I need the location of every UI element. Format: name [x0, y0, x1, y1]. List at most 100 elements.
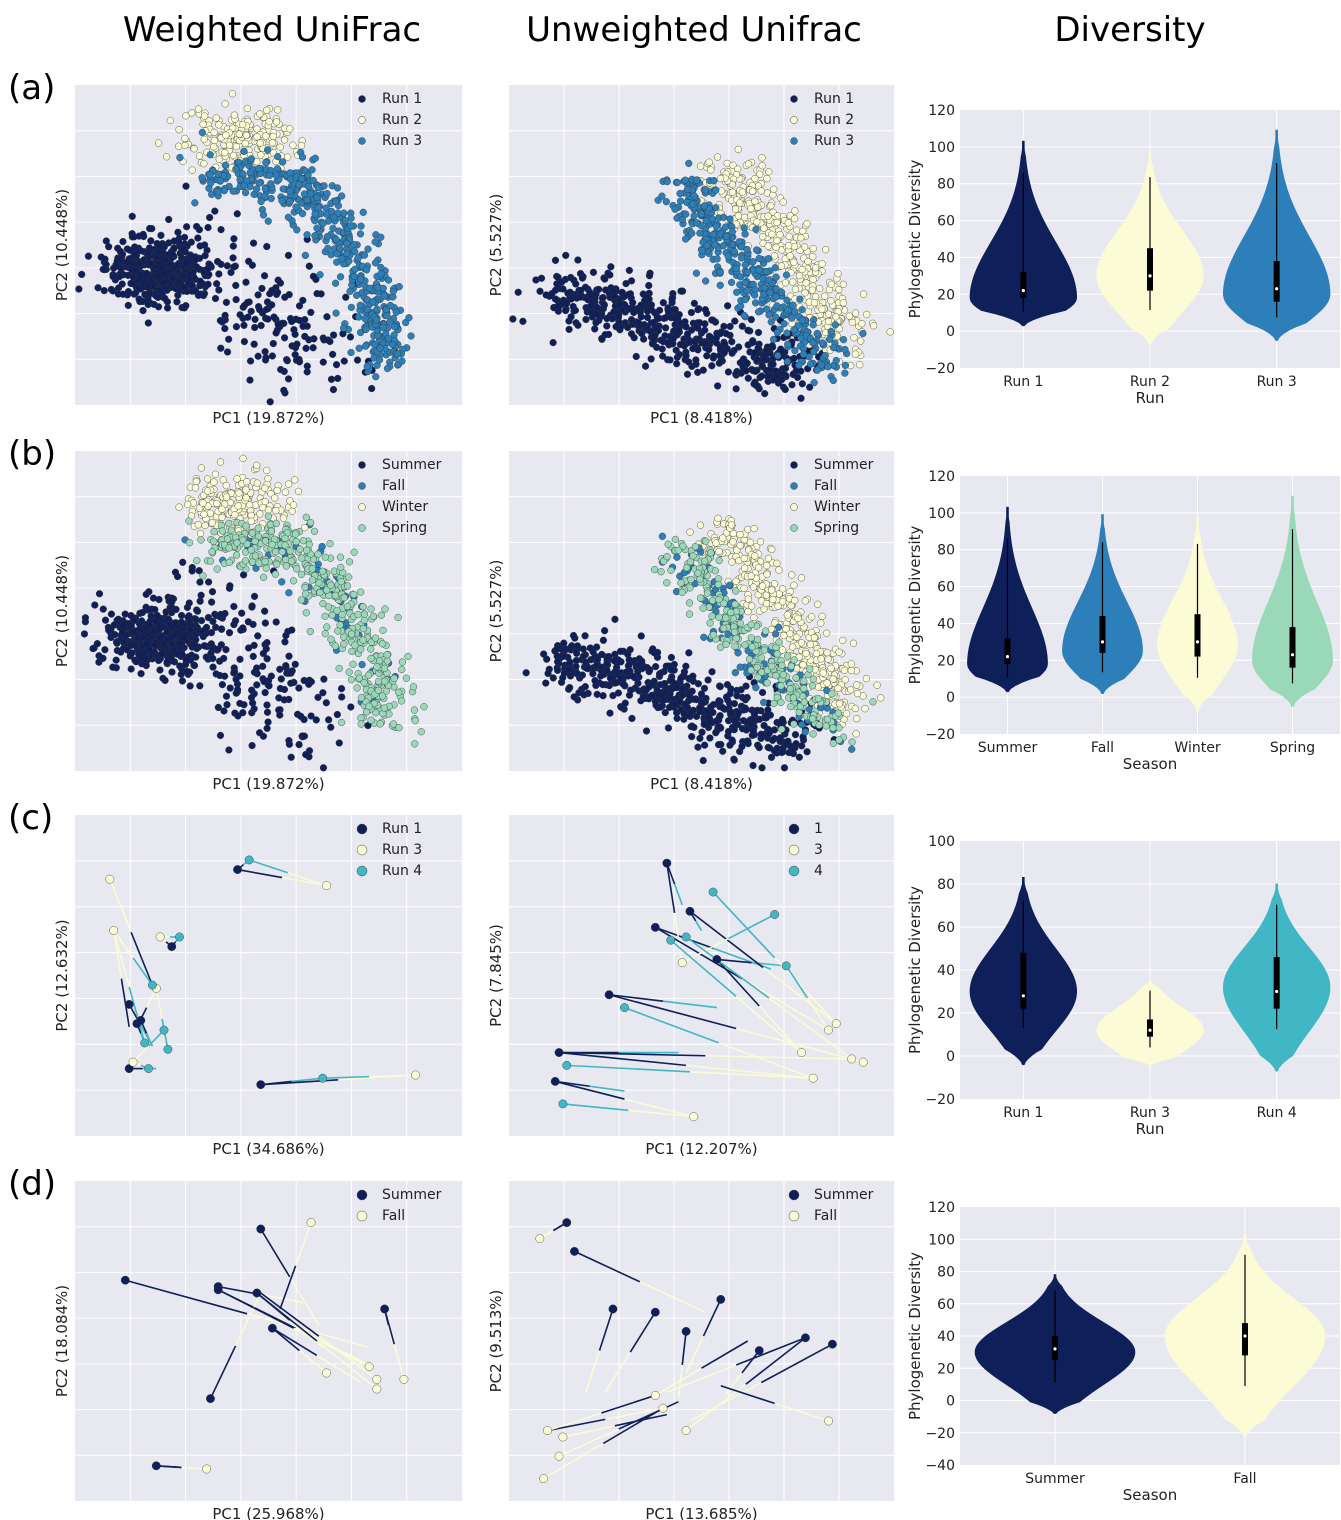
- b1-spring-point: [261, 537, 270, 545]
- b1-summer-point: [325, 716, 333, 724]
- a1-run3-point: [371, 259, 380, 267]
- a3-category-label: Run 2: [1130, 374, 1170, 390]
- b1-summer-point: [256, 729, 264, 737]
- b2-summer-point: [645, 683, 653, 691]
- b2-summer-point: [599, 636, 607, 644]
- a1-run2-point: [188, 166, 196, 174]
- a2-run1-point: [714, 382, 722, 390]
- a1-run1-point: [246, 376, 254, 384]
- a1-run2-point: [210, 136, 219, 145]
- row-label-b: (b): [8, 434, 57, 474]
- a1-run1-point: [251, 323, 259, 332]
- a1-run2-point: [166, 116, 174, 125]
- a1-run1-point: [240, 337, 248, 346]
- a2-run2-point: [798, 265, 806, 274]
- a3-ytick-label: 100: [928, 140, 955, 156]
- b1-summer-point: [138, 608, 147, 617]
- b1-summer-point: [333, 710, 341, 719]
- a2-run2-point: [839, 280, 847, 288]
- a2-run3-point: [766, 289, 774, 297]
- a2-run3-point: [772, 313, 780, 321]
- b1-winter-point: [211, 470, 220, 478]
- a2-run1-point: [685, 358, 693, 366]
- a1-run3-point: [314, 184, 322, 192]
- b1-legend-label: Summer: [382, 457, 442, 473]
- b1-winter-point: [273, 486, 281, 494]
- a2-run2-point: [786, 252, 794, 260]
- b2-winter-point: [767, 586, 776, 594]
- a2-run2-point: [713, 153, 722, 161]
- a1-run2-point: [253, 125, 261, 133]
- a2-run3-point: [797, 334, 805, 342]
- a1-run2-point: [256, 110, 264, 118]
- a2-run3-point: [763, 305, 771, 313]
- a1-run3-point: [357, 222, 365, 230]
- a1-run3-point: [304, 182, 313, 190]
- b2-winter-point: [759, 582, 767, 590]
- a2-run3-point: [807, 360, 815, 368]
- a1-run1-point: [342, 293, 350, 301]
- a2-legend-marker: [790, 95, 798, 103]
- a2-run2-point: [810, 299, 819, 307]
- b2-winter-point: [732, 577, 740, 585]
- b2-winter-point: [806, 640, 814, 649]
- b1-summer-point: [89, 644, 97, 653]
- b1-summer-point: [196, 578, 204, 586]
- a1-run1-point: [163, 304, 172, 312]
- a2-run1-point: [574, 256, 582, 264]
- b2-winter-point: [818, 612, 826, 620]
- a1-run1-point: [225, 335, 233, 343]
- a1-run3-point: [286, 197, 294, 206]
- b2-winter-point: [744, 595, 753, 603]
- a2-run3-point: [780, 320, 788, 328]
- b2-summer-point: [652, 663, 660, 671]
- a2-run1-point: [806, 383, 814, 391]
- b1-summer-point: [247, 693, 256, 702]
- a1-run1-point: [144, 248, 152, 257]
- b1-winter-point: [272, 506, 280, 515]
- a2-run2-point: [802, 279, 810, 287]
- b1-spring-point: [248, 529, 256, 537]
- a1-run1-point: [368, 384, 376, 393]
- b2-summer-point: [733, 692, 741, 700]
- a2-run3-point: [788, 314, 796, 322]
- b2-summer-point: [601, 627, 609, 635]
- a2-run1-point: [601, 275, 609, 283]
- a2-run1-point: [744, 374, 752, 382]
- b1-spring-point: [380, 704, 388, 712]
- a2-run1-point: [728, 349, 736, 357]
- b1-spring-point: [394, 613, 402, 622]
- b2-winter-point: [751, 552, 759, 560]
- a1-run1-point: [132, 266, 140, 275]
- b1-spring-point: [321, 612, 329, 620]
- a1-run1-point: [146, 290, 154, 298]
- b1-spring-point: [225, 544, 233, 552]
- a2-run2-point: [845, 312, 853, 320]
- a2-run2-point: [789, 278, 797, 286]
- a2-xlabel: PC1 (8.418%): [650, 409, 753, 427]
- a2-run2-point: [777, 262, 785, 270]
- b1-spring-point: [303, 546, 311, 554]
- a1-run1-point: [173, 298, 181, 306]
- a2-run2-point: [738, 188, 746, 196]
- b1-summer-point: [263, 724, 271, 732]
- a2-run1-point: [751, 349, 759, 357]
- b1-spring-point: [286, 547, 294, 555]
- b2-summer-point: [570, 693, 578, 701]
- b2-summer-point: [593, 643, 601, 651]
- a1-run2-point: [200, 112, 209, 120]
- a1-run3-point: [361, 315, 369, 323]
- a1-run3-point: [355, 313, 363, 321]
- a2-run3-point: [798, 306, 806, 314]
- b1-summer-point: [231, 617, 240, 625]
- a1-run3-point: [333, 258, 341, 266]
- b2-fall-point: [725, 581, 734, 589]
- b2-summer-point: [599, 692, 607, 700]
- b2-summer-point: [757, 730, 765, 738]
- a1-run3-point: [311, 154, 319, 162]
- a2-run3-point: [716, 281, 724, 289]
- b1-winter-point: [194, 521, 202, 529]
- a2-run2-point: [856, 361, 864, 369]
- a2-run3-point: [712, 222, 720, 230]
- a1-run3-point: [247, 155, 255, 163]
